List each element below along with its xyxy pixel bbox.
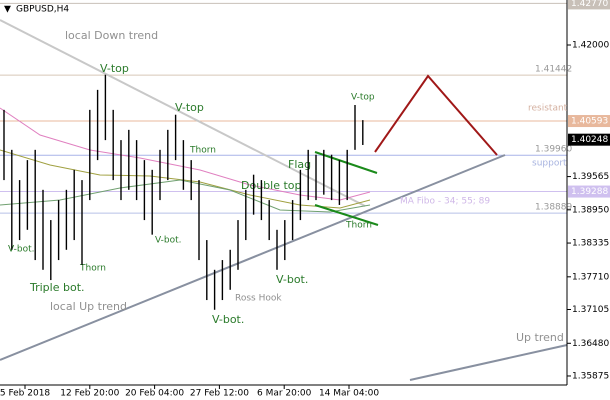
ma-line <box>0 107 371 201</box>
annotation: V-top <box>100 62 129 75</box>
level-label: 1.42770 <box>571 0 608 9</box>
y-tick-label: 1.35875 <box>572 371 609 381</box>
annotation: support <box>532 159 567 169</box>
annotation: Ross Hook <box>235 294 282 304</box>
x-tick-label: 27 Feb 12:00 <box>190 389 249 399</box>
level-box <box>568 0 610 10</box>
annotation: Thorn <box>189 146 216 156</box>
level-label: 1.39960 <box>535 145 572 155</box>
level-label: 1.38889 <box>535 203 572 213</box>
price-box <box>568 133 610 146</box>
x-tick-label: 6 Mar 20:00 <box>257 389 312 399</box>
ma-line <box>0 179 371 213</box>
flag-line <box>314 151 378 174</box>
annotation: V-top <box>351 93 375 103</box>
title-arrow: ▼ <box>4 5 11 15</box>
up-trend-line <box>0 154 506 361</box>
annotation: V-bot. <box>276 273 308 286</box>
y-tick-label: 1.39565 <box>572 172 609 182</box>
y-tick-label: 1.38950 <box>572 205 609 215</box>
up-trend-line <box>409 344 568 381</box>
x-tick-label: 12 Feb 20:00 <box>60 389 119 399</box>
down-trend-line <box>0 19 366 207</box>
x-tick-label: 20 Feb 04:00 <box>125 389 184 399</box>
x-tick-label: 5 Feb 2018 <box>0 389 50 399</box>
y-tick-label: 1.36480 <box>572 339 609 349</box>
annotation: Up trend <box>516 331 564 344</box>
level-box <box>568 115 610 128</box>
annotation: local Down trend <box>65 29 158 42</box>
layer <box>0 2 567 214</box>
annotation: V-bot. <box>8 245 35 255</box>
level-label: 1.39288 <box>571 187 608 197</box>
level-box <box>568 185 610 198</box>
annotation: Double top <box>241 179 302 192</box>
annotation: V-bot. <box>212 313 244 326</box>
y-tick-label: 1.38335 <box>572 239 609 249</box>
annotation: Thorn <box>345 221 372 231</box>
annotation: Flag <box>288 158 311 171</box>
annotation: Thorn <box>79 264 106 274</box>
ma-line <box>0 149 371 209</box>
annotation: MA Fibo - 34; 55; 89 <box>400 197 490 207</box>
level-label: 1.41442 <box>535 65 572 75</box>
level-label: 1.40593 <box>571 117 608 127</box>
annotation: V-bot. <box>155 236 182 246</box>
annotation: local Up trend <box>50 300 127 313</box>
y-tick-label: 1.37710 <box>572 272 609 282</box>
y-tick-label: 1.42000 <box>572 41 609 51</box>
current-price: 1.40248 <box>571 135 608 145</box>
flag-line <box>314 204 379 226</box>
y-tick-label: 1.37105 <box>572 305 609 315</box>
annotation: Triple bot. <box>29 281 85 294</box>
chart-title: GBPUSD,H4 <box>16 5 69 15</box>
annotation: V-top <box>175 101 204 114</box>
projection <box>374 74 498 156</box>
x-tick-label: 14 Mar 04:00 <box>319 389 379 399</box>
annotation: resistant <box>528 104 568 114</box>
